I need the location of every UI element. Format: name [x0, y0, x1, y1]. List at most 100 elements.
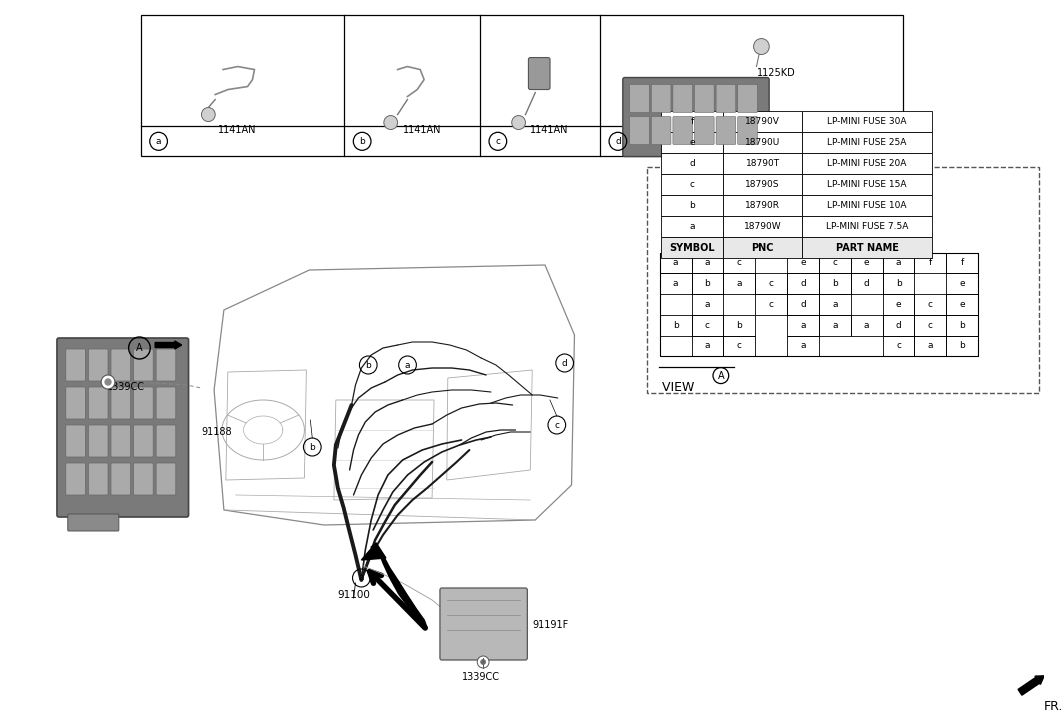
Bar — [724, 315, 755, 336]
FancyBboxPatch shape — [738, 116, 757, 145]
Bar — [724, 195, 802, 216]
FancyBboxPatch shape — [111, 387, 131, 419]
Bar — [819, 294, 850, 315]
Circle shape — [384, 116, 398, 129]
Text: c: c — [554, 420, 559, 430]
Bar — [755, 273, 787, 294]
FancyBboxPatch shape — [111, 349, 131, 381]
Bar — [802, 195, 932, 216]
Text: b: b — [959, 342, 965, 350]
Circle shape — [101, 375, 115, 389]
Bar — [724, 273, 755, 294]
Bar — [755, 294, 787, 315]
Bar — [819, 273, 850, 294]
Bar — [850, 253, 882, 273]
FancyBboxPatch shape — [111, 425, 131, 457]
Text: e: e — [960, 279, 965, 288]
Bar — [802, 174, 932, 195]
FancyBboxPatch shape — [623, 78, 770, 156]
Bar — [661, 216, 724, 237]
FancyBboxPatch shape — [694, 84, 714, 113]
Text: c: c — [737, 342, 742, 350]
FancyBboxPatch shape — [88, 349, 108, 381]
Bar — [660, 273, 692, 294]
FancyBboxPatch shape — [156, 425, 175, 457]
Text: 1141AN: 1141AN — [530, 124, 569, 134]
FancyBboxPatch shape — [134, 463, 153, 495]
Bar — [661, 132, 724, 153]
Text: f: f — [961, 259, 964, 268]
Bar — [661, 111, 724, 132]
Text: b: b — [359, 137, 365, 146]
Text: c: c — [928, 300, 933, 309]
Text: LP-MINI FUSE 7.5A: LP-MINI FUSE 7.5A — [826, 222, 908, 231]
Text: d: d — [800, 279, 806, 288]
FancyBboxPatch shape — [88, 425, 108, 457]
Bar — [724, 111, 802, 132]
Text: 18790W: 18790W — [744, 222, 781, 231]
Text: a: a — [800, 342, 806, 350]
Text: e: e — [896, 300, 901, 309]
Text: e: e — [689, 137, 695, 147]
Bar — [882, 336, 914, 356]
FancyBboxPatch shape — [156, 387, 175, 419]
Circle shape — [477, 656, 489, 668]
Bar — [724, 336, 755, 356]
Bar — [914, 336, 946, 356]
Bar — [946, 336, 978, 356]
Bar — [802, 237, 932, 258]
Polygon shape — [361, 543, 386, 560]
Text: 18790V: 18790V — [745, 116, 780, 126]
Text: 1339CC: 1339CC — [106, 382, 145, 392]
Text: d: d — [689, 158, 695, 168]
Text: e: e — [960, 300, 965, 309]
Bar — [724, 174, 802, 195]
Text: PNC: PNC — [752, 243, 774, 252]
Text: 91950N: 91950N — [712, 161, 750, 172]
Bar — [802, 153, 932, 174]
Circle shape — [202, 108, 215, 121]
Bar — [787, 315, 819, 336]
Text: a: a — [832, 321, 838, 329]
Bar — [692, 294, 724, 315]
Text: A: A — [136, 343, 142, 353]
Text: b: b — [689, 201, 695, 210]
Text: d: d — [615, 137, 621, 146]
Text: a: a — [928, 342, 933, 350]
Text: 1141AN: 1141AN — [403, 124, 441, 134]
Bar — [882, 253, 914, 273]
FancyBboxPatch shape — [716, 116, 736, 145]
Bar — [882, 315, 914, 336]
Bar — [724, 237, 802, 258]
Text: a: a — [705, 300, 710, 309]
Bar — [819, 253, 850, 273]
FancyBboxPatch shape — [694, 116, 714, 145]
Text: SYMBOL: SYMBOL — [670, 243, 715, 252]
Bar — [660, 253, 692, 273]
Bar — [661, 153, 724, 174]
Circle shape — [105, 379, 111, 385]
FancyBboxPatch shape — [66, 387, 85, 419]
Bar — [787, 273, 819, 294]
Text: 1125KD: 1125KD — [757, 68, 795, 78]
Text: d: d — [864, 279, 870, 288]
FancyBboxPatch shape — [673, 84, 692, 113]
Bar — [692, 253, 724, 273]
Circle shape — [511, 116, 525, 129]
Text: c: c — [896, 342, 901, 350]
Text: 18790S: 18790S — [745, 180, 780, 189]
Bar — [946, 273, 978, 294]
Bar — [802, 111, 932, 132]
Text: b: b — [366, 361, 371, 369]
Text: f: f — [929, 259, 932, 268]
Text: e: e — [800, 259, 806, 268]
Text: c: c — [737, 259, 742, 268]
Text: a: a — [405, 361, 410, 369]
Bar — [946, 315, 978, 336]
FancyBboxPatch shape — [652, 84, 671, 113]
FancyBboxPatch shape — [57, 338, 188, 517]
Text: 1141AN: 1141AN — [218, 124, 256, 134]
Text: d: d — [561, 358, 568, 368]
Text: LP-MINI FUSE 15A: LP-MINI FUSE 15A — [827, 180, 907, 189]
Bar — [787, 294, 819, 315]
